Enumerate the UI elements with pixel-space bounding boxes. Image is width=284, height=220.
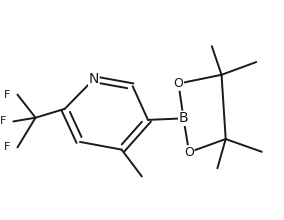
- Text: B: B: [179, 111, 188, 125]
- Text: F: F: [4, 90, 11, 100]
- Text: O: O: [174, 77, 183, 90]
- Text: F: F: [0, 116, 6, 126]
- Text: O: O: [184, 146, 194, 159]
- Text: F: F: [4, 142, 11, 152]
- Text: N: N: [89, 72, 99, 86]
